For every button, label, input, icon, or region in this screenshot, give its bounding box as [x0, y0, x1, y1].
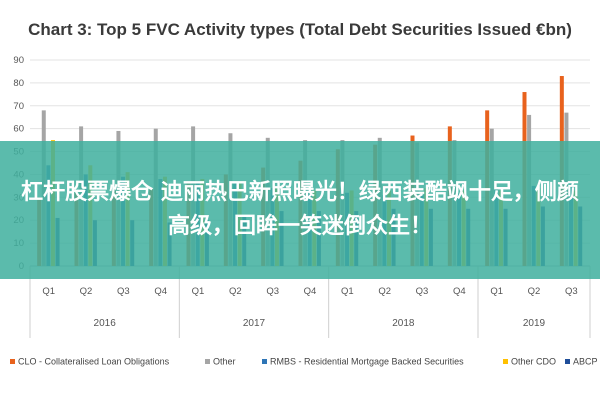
x-tick-label: Q1	[192, 286, 205, 297]
x-tick-label: Q4	[154, 286, 167, 297]
legend-swatch	[10, 359, 15, 364]
x-tick-label: Q1	[341, 286, 354, 297]
x-tick-label: Q4	[453, 286, 466, 297]
x-tick-label: Q2	[378, 286, 391, 297]
x-group-label: 2016	[94, 318, 117, 329]
legend-swatch	[503, 359, 508, 364]
overlay-banner-text[interactable]: 杠杆股票爆仓 迪丽热巴新照曝光！绿西装酷飒十足，侧颜高级，回眸一笑迷倒众生！	[21, 180, 579, 239]
legend-swatch	[205, 359, 210, 364]
x-tick-label: Q1	[42, 286, 55, 297]
y-tick-label: 80	[13, 78, 24, 89]
x-tick-label: Q2	[80, 286, 93, 297]
legend-label: ABCP	[573, 357, 598, 367]
x-tick-label: Q3	[416, 286, 429, 297]
legend-label: Other CDO	[511, 357, 556, 367]
legend-label: CLO - Collateralised Loan Obligations	[18, 357, 170, 367]
y-tick-label: 90	[13, 55, 24, 66]
x-tick-label: Q3	[117, 286, 130, 297]
legend-swatch	[565, 359, 570, 364]
chart-title: Chart 3: Top 5 FVC Activity types (Total…	[28, 20, 572, 39]
legend-label: Other	[213, 357, 236, 367]
x-tick-label: Q3	[266, 286, 279, 297]
x-group-label: 2018	[392, 318, 415, 329]
x-group-label: 2017	[243, 318, 266, 329]
x-tick-label: Q1	[490, 286, 503, 297]
x-tick-label: Q4	[304, 286, 317, 297]
x-tick-label: Q3	[565, 286, 578, 297]
x-group-label: 2019	[523, 318, 546, 329]
y-tick-label: 60	[13, 124, 24, 135]
y-tick-label: 70	[13, 101, 24, 112]
legend: CLO - Collateralised Loan Obligations Oth…	[10, 357, 598, 367]
overlay-banner[interactable]: 杠杆股票爆仓 迪丽热巴新照曝光！绿西装酷飒十足，侧颜高级，回眸一笑迷倒众生！	[0, 141, 600, 279]
x-tick-label: Q2	[229, 286, 242, 297]
legend-swatch	[262, 359, 267, 364]
legend-label: RMBS - Residential Mortgage Backed Secur…	[270, 357, 464, 367]
x-tick-label: Q2	[528, 286, 541, 297]
